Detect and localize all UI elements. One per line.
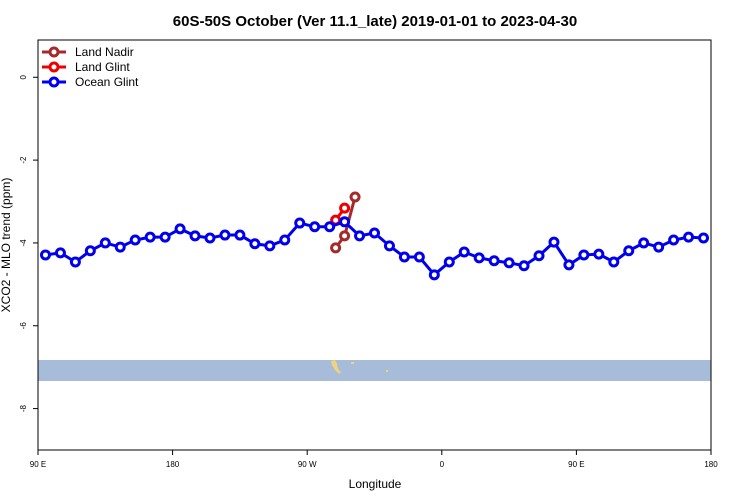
data-point: [339, 202, 351, 214]
data-point: [294, 217, 306, 229]
legend-label: Land Nadir: [75, 45, 134, 59]
y-tick-label: -4: [19, 239, 28, 247]
data-point: [533, 250, 545, 262]
x-axis-label: Longitude: [349, 477, 402, 491]
data-point: [383, 240, 395, 252]
data-point: [354, 230, 366, 242]
data-point: [698, 232, 710, 244]
map-band: [38, 360, 711, 381]
data-point: [668, 234, 680, 246]
data-point: [129, 234, 141, 246]
data-point: [99, 237, 111, 249]
data-point: [443, 256, 455, 268]
data-point: [653, 241, 665, 253]
data-point: [204, 232, 216, 244]
data-point: [398, 251, 410, 263]
data-point: [324, 221, 336, 233]
legend-swatch: [48, 61, 60, 73]
data-point: [69, 256, 81, 268]
data-point: [264, 240, 276, 252]
data-point: [189, 230, 201, 242]
data-point: [144, 231, 156, 243]
legend-swatch: [48, 46, 60, 58]
data-point: [39, 249, 51, 261]
chart-title: 60S-50S October (Ver 11.1_late) 2019-01-…: [173, 13, 577, 30]
data-point: [330, 242, 342, 254]
x-tick-label: 180: [166, 460, 180, 469]
data-point: [608, 256, 620, 268]
data-point: [518, 260, 530, 272]
data-point: [339, 216, 351, 228]
data-point: [683, 231, 695, 243]
data-point: [458, 246, 470, 258]
x-tick-label: 0: [440, 460, 445, 469]
data-point: [309, 221, 321, 233]
x-tick-label: 180: [704, 460, 718, 469]
land-patch: [386, 370, 388, 372]
y-tick-label: -8: [19, 404, 28, 412]
legend-label: Land Glint: [75, 60, 130, 74]
legend-label: Ocean Glint: [75, 75, 139, 89]
x-tick-label: 90 W: [298, 460, 317, 469]
data-point: [563, 259, 575, 271]
data-point: [428, 269, 440, 281]
x-tick-label: 90 E: [568, 460, 584, 469]
data-point: [54, 247, 66, 259]
data-point: [159, 231, 171, 243]
data-point: [593, 248, 605, 260]
data-point: [234, 229, 246, 241]
data-point: [548, 236, 560, 248]
x-tick-label: 90 E: [30, 460, 46, 469]
legend-swatch: [48, 76, 60, 88]
y-tick-label: 0: [19, 74, 28, 79]
data-point: [349, 191, 361, 203]
plot-frame: [37, 39, 712, 451]
y-tick-label: -2: [19, 156, 28, 164]
data-point: [114, 241, 126, 253]
data-point: [578, 249, 590, 261]
data-point: [473, 252, 485, 264]
data-point: [339, 230, 351, 242]
land-patch: [331, 360, 341, 374]
data-point: [249, 238, 261, 250]
y-axis-label: XCO2 - MLO trend (ppm): [0, 178, 13, 313]
data-point: [174, 223, 186, 235]
data-point: [219, 229, 231, 241]
data-point: [84, 245, 96, 257]
data-point: [369, 227, 380, 239]
data-point: [279, 234, 291, 246]
data-point: [623, 245, 635, 257]
data-point: [638, 237, 650, 249]
data-point: [503, 257, 515, 269]
data-point: [413, 251, 425, 263]
land-patch: [351, 362, 354, 364]
y-tick-label: -6: [19, 322, 28, 330]
data-point: [488, 255, 500, 267]
